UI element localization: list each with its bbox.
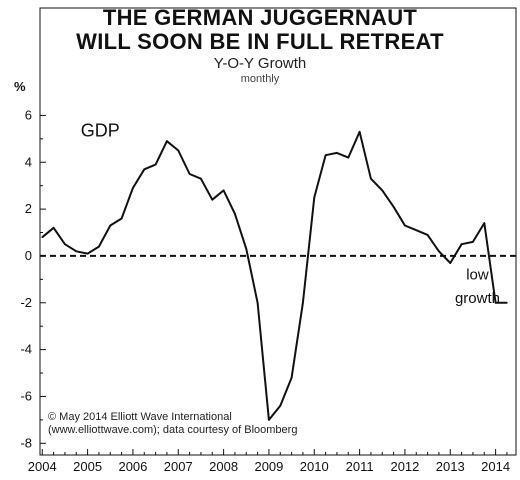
data-point-gdp bbox=[234, 212, 236, 215]
x-tick-label: 2011 bbox=[346, 459, 374, 474]
data-point-gdp bbox=[370, 177, 372, 180]
y-axis-unit-label: % bbox=[14, 79, 26, 94]
low-growth-label-line1: low bbox=[466, 266, 489, 283]
series-line-gdp bbox=[41, 130, 507, 421]
chart-frequency: monthly bbox=[240, 73, 280, 85]
data-point-gdp bbox=[290, 376, 293, 379]
y-tick-label: 2 bbox=[25, 201, 32, 216]
data-point-gdp bbox=[460, 243, 463, 246]
data-point-gdp bbox=[404, 224, 406, 227]
data-point-gdp bbox=[426, 234, 429, 236]
data-point-gdp bbox=[120, 217, 123, 220]
data-point-gdp bbox=[279, 405, 282, 407]
data-point-gdp bbox=[64, 243, 66, 246]
chart-title-line1: THE GERMAN JUGGERNAUT bbox=[102, 5, 418, 30]
data-point-gdp bbox=[177, 149, 180, 152]
data-point-gdp bbox=[52, 227, 55, 229]
y-tick-label: -4 bbox=[20, 342, 32, 357]
x-tick-label: 2014 bbox=[481, 459, 510, 474]
data-point-gdp bbox=[506, 301, 508, 304]
gdp-series-label: GDP bbox=[81, 120, 120, 140]
data-point-gdp bbox=[472, 241, 474, 243]
data-point-gdp bbox=[98, 245, 100, 248]
chart-title-line2: WILL SOON BE IN FULL RETREAT bbox=[76, 29, 444, 54]
x-tick-label: 2012 bbox=[390, 459, 419, 474]
credit-line2: (www.elliottwave.com); data courtesy of … bbox=[48, 424, 298, 436]
data-point-gdp bbox=[336, 152, 338, 154]
y-tick-label: -8 bbox=[20, 435, 32, 450]
data-point-gdp bbox=[86, 252, 89, 255]
data-point-gdp bbox=[415, 229, 418, 231]
credit-line1: © May 2014 Elliott Wave International bbox=[48, 411, 232, 423]
x-tick-label: 2013 bbox=[436, 459, 465, 474]
x-tick-label: 2008 bbox=[209, 459, 238, 474]
data-point-gdp bbox=[143, 168, 146, 171]
y-tick-label: 0 bbox=[25, 248, 32, 263]
y-tick-label: -2 bbox=[20, 295, 32, 310]
data-point-gdp bbox=[483, 222, 486, 224]
data-point-gdp bbox=[75, 250, 78, 253]
data-point-gdp bbox=[166, 140, 168, 142]
data-point-gdp bbox=[200, 177, 202, 180]
data-point-gdp bbox=[449, 262, 452, 264]
data-point-gdp bbox=[381, 189, 384, 192]
x-tick-label: 2007 bbox=[164, 459, 193, 474]
x-tick-label: 2006 bbox=[118, 459, 147, 474]
data-point-gdp bbox=[222, 189, 225, 192]
y-tick-label: 4 bbox=[25, 154, 32, 169]
data-point-gdp bbox=[438, 250, 440, 253]
y-tick-label: 6 bbox=[25, 107, 32, 122]
data-point-gdp bbox=[358, 131, 361, 133]
data-point-gdp bbox=[313, 196, 316, 199]
data-point-gdp bbox=[154, 163, 157, 166]
data-point-gdp bbox=[392, 205, 395, 208]
x-tick-label: 2009 bbox=[254, 459, 283, 474]
data-point-gdp bbox=[268, 419, 270, 421]
data-point-gdp bbox=[132, 187, 134, 189]
data-point-gdp bbox=[347, 156, 350, 159]
chart-subtitle: Y-O-Y Growth bbox=[213, 55, 307, 72]
data-point-gdp bbox=[211, 198, 214, 201]
data-point-gdp bbox=[494, 301, 497, 304]
x-tick-label: 2004 bbox=[28, 459, 57, 474]
data-point-gdp bbox=[41, 236, 44, 238]
data-point-gdp bbox=[109, 224, 112, 227]
data-point-gdp bbox=[245, 248, 248, 250]
data-point-gdp bbox=[188, 173, 191, 175]
plot-frame bbox=[39, 7, 517, 456]
low-growth-label-line2: growth bbox=[455, 290, 500, 307]
data-point-gdp bbox=[302, 301, 304, 304]
data-point-gdp bbox=[256, 301, 259, 304]
y-tick-label: -6 bbox=[20, 388, 32, 403]
x-tick-label: 2005 bbox=[73, 459, 102, 474]
x-tick-label: 2010 bbox=[300, 459, 329, 474]
data-point-gdp bbox=[324, 154, 327, 157]
